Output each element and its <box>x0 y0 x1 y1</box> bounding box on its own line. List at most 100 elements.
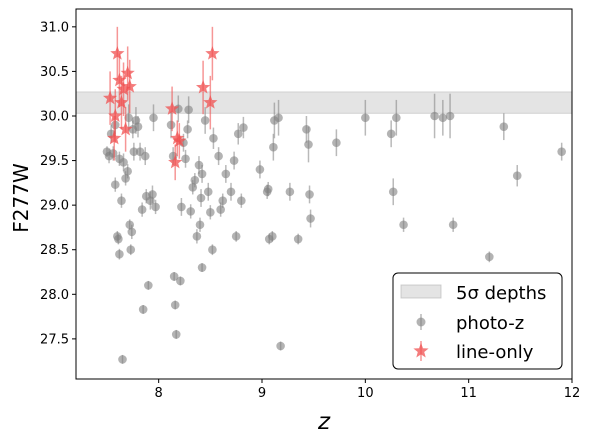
photo-z-point <box>119 158 128 167</box>
photo-z-point <box>557 147 566 156</box>
photo-z-point <box>190 175 200 185</box>
photo-z-point <box>123 166 132 176</box>
legend-line-only-label: line-only <box>456 342 534 363</box>
photo-z-point <box>269 142 278 152</box>
photo-z-point <box>149 113 158 123</box>
y-tick-label: 31.0 <box>40 20 69 35</box>
photo-z-point <box>200 116 210 125</box>
photo-z-point <box>306 214 315 223</box>
photo-z-point <box>499 122 509 131</box>
photo-z-point <box>274 113 283 123</box>
line-only-point <box>205 46 220 60</box>
photo-z-point <box>305 190 314 199</box>
y-tick-label: 28.5 <box>40 243 69 258</box>
photo-z-point <box>197 263 207 272</box>
photo-z-point <box>399 220 408 230</box>
photo-z-point <box>203 187 213 197</box>
photo-z-point <box>438 113 448 123</box>
photo-z-point <box>124 113 133 123</box>
y-tick-label: 29.5 <box>40 154 69 169</box>
photo-z-point <box>194 160 204 170</box>
line-only-point <box>122 79 137 93</box>
photo-z-point <box>108 149 118 158</box>
photo-z-point <box>216 205 225 214</box>
line-only-point <box>110 46 125 60</box>
x-axis-title: z <box>317 409 331 435</box>
photo-z-point <box>169 272 179 281</box>
y-tick-label: 30.5 <box>40 65 69 80</box>
photo-z-point <box>386 129 396 139</box>
photo-z-point <box>148 190 157 199</box>
photo-z-point <box>181 154 190 164</box>
photo-z-point <box>229 156 239 165</box>
photo-z-point <box>485 252 494 262</box>
photo-z-point <box>176 276 185 286</box>
photo-z-point <box>171 330 181 339</box>
line-only-point <box>170 130 185 145</box>
line-only-point <box>118 121 133 136</box>
photo-z-point <box>133 122 143 131</box>
y-tick-label: 28.0 <box>40 288 69 303</box>
photo-z-point <box>239 123 248 132</box>
photo-z-point <box>195 220 205 230</box>
photo-z-point <box>110 180 120 189</box>
photo-z-point <box>388 187 398 197</box>
line-only-point <box>203 95 218 109</box>
photo-z-point <box>126 245 136 255</box>
photo-z-point <box>138 305 148 314</box>
line-only-point <box>108 108 123 123</box>
plot-frame <box>75 8 573 380</box>
legend-depth-swatch <box>400 284 442 299</box>
photo-z-point <box>151 202 160 212</box>
photo-z-point <box>218 196 228 205</box>
photo-z-point <box>361 113 370 123</box>
line-only-point <box>164 101 180 115</box>
y-axis-ticks: 27.5 28.0 28.5 29.0 29.5 30.0 30.5 31.0 <box>40 20 76 347</box>
line-only-series <box>102 26 220 181</box>
photo-z-point <box>206 207 215 217</box>
photo-z-point <box>118 355 127 364</box>
photo-z-point <box>177 202 186 212</box>
photo-z-point <box>255 165 265 174</box>
photo-z-point <box>137 205 147 214</box>
photo-z-point <box>512 171 522 181</box>
x-tick-label: 10 <box>357 386 374 401</box>
legend-photo-z-marker <box>416 314 426 330</box>
photo-z-point <box>129 147 139 156</box>
depth-band-layer <box>75 91 573 114</box>
x-axis-ticks: 8 9 10 11 12 <box>155 379 581 401</box>
photo-z-point <box>117 196 126 205</box>
photo-z-point <box>221 169 231 179</box>
photo-z-point <box>276 341 285 351</box>
photo-z-point <box>186 207 195 216</box>
legend-line-only-marker <box>413 341 429 361</box>
line-only-point <box>120 65 135 80</box>
photo-z-series <box>102 93 566 364</box>
photo-z-point <box>115 249 124 259</box>
photo-z-point <box>184 105 193 115</box>
x-tick-label: 12 <box>564 386 581 401</box>
photo-z-point <box>183 125 192 134</box>
photo-z-point <box>166 120 176 130</box>
legend-box <box>392 272 563 370</box>
photo-z-point <box>268 232 277 241</box>
photo-z-point <box>144 281 153 290</box>
photo-z-point <box>293 234 303 244</box>
line-only-point <box>114 95 129 109</box>
photo-z-point <box>197 169 207 179</box>
photo-z-point <box>226 187 236 197</box>
legend-depth-label: 5σ depths <box>456 283 546 304</box>
depth-band <box>75 91 573 114</box>
photo-z-point <box>196 193 206 203</box>
photo-z-point <box>263 184 273 194</box>
line-only-point <box>112 72 127 87</box>
x-tick-label: 8 <box>155 386 163 401</box>
photo-z-point <box>285 187 295 197</box>
y-axis-title: F277W <box>9 163 33 233</box>
legend-photo-z-label: photo-z <box>456 313 524 334</box>
line-only-point <box>195 79 211 94</box>
photo-z-point <box>231 232 241 241</box>
line-only-point <box>102 90 118 105</box>
